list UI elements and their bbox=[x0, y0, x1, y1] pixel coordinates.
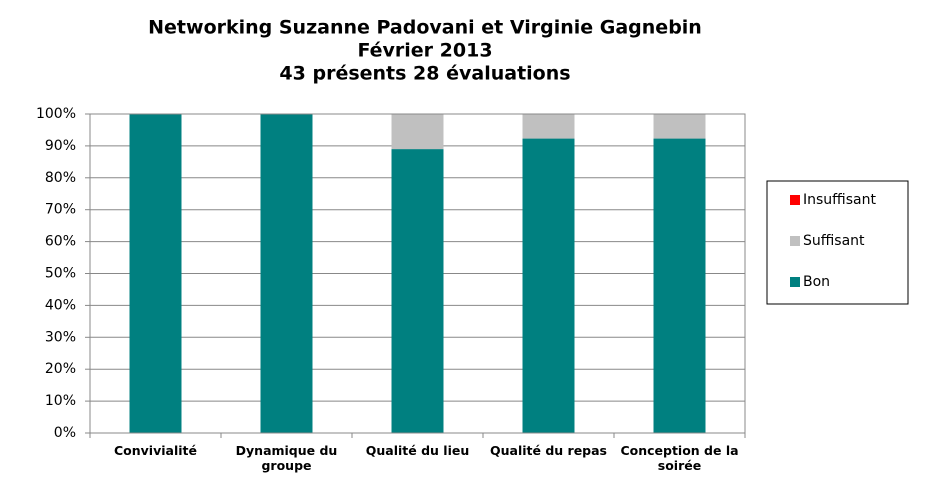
y-tick-label: 20% bbox=[45, 361, 76, 377]
bar-segment bbox=[522, 114, 575, 139]
bar-segment bbox=[653, 114, 706, 139]
y-tick-label: 70% bbox=[45, 202, 76, 218]
bar-segment bbox=[653, 138, 706, 434]
legend-label: Bon bbox=[803, 274, 830, 290]
x-tick-label: Convivialité bbox=[114, 443, 197, 458]
y-tick-label: 50% bbox=[45, 266, 76, 282]
x-tick-label: Conception de la soirée bbox=[620, 443, 739, 473]
y-tick-label: 30% bbox=[45, 329, 76, 345]
y-tick-label: 100% bbox=[36, 106, 76, 122]
chart-subtitle: Février 2013 bbox=[357, 40, 492, 62]
legend-label: Insuffisant bbox=[803, 192, 876, 208]
x-tick-label: Dynamique du groupe bbox=[235, 443, 338, 473]
bar-segment bbox=[260, 114, 313, 433]
bar-segment bbox=[129, 114, 182, 433]
x-tick-label: Qualité du lieu bbox=[365, 443, 470, 458]
chart-subtitle: 43 présents 28 évaluations bbox=[279, 63, 570, 85]
y-tick-label: 0% bbox=[54, 425, 76, 441]
x-tick-label: Qualité du repas bbox=[490, 443, 607, 458]
bar-segment bbox=[522, 138, 575, 434]
legend-swatch bbox=[790, 195, 800, 205]
plot-border bbox=[89, 113, 746, 434]
legend-swatch bbox=[790, 277, 800, 287]
y-tick-label: 60% bbox=[45, 234, 76, 250]
bar-segment bbox=[391, 114, 444, 150]
y-tick-label: 10% bbox=[45, 393, 76, 409]
legend-label: Suffisant bbox=[803, 233, 865, 249]
y-tick-label: 40% bbox=[45, 297, 76, 313]
legend-swatch bbox=[790, 236, 800, 246]
chart-title: Networking Suzanne Padovani et Virginie … bbox=[148, 17, 702, 39]
y-tick-label: 90% bbox=[45, 138, 76, 154]
y-tick-label: 80% bbox=[45, 170, 76, 186]
bar-segment bbox=[391, 149, 444, 433]
